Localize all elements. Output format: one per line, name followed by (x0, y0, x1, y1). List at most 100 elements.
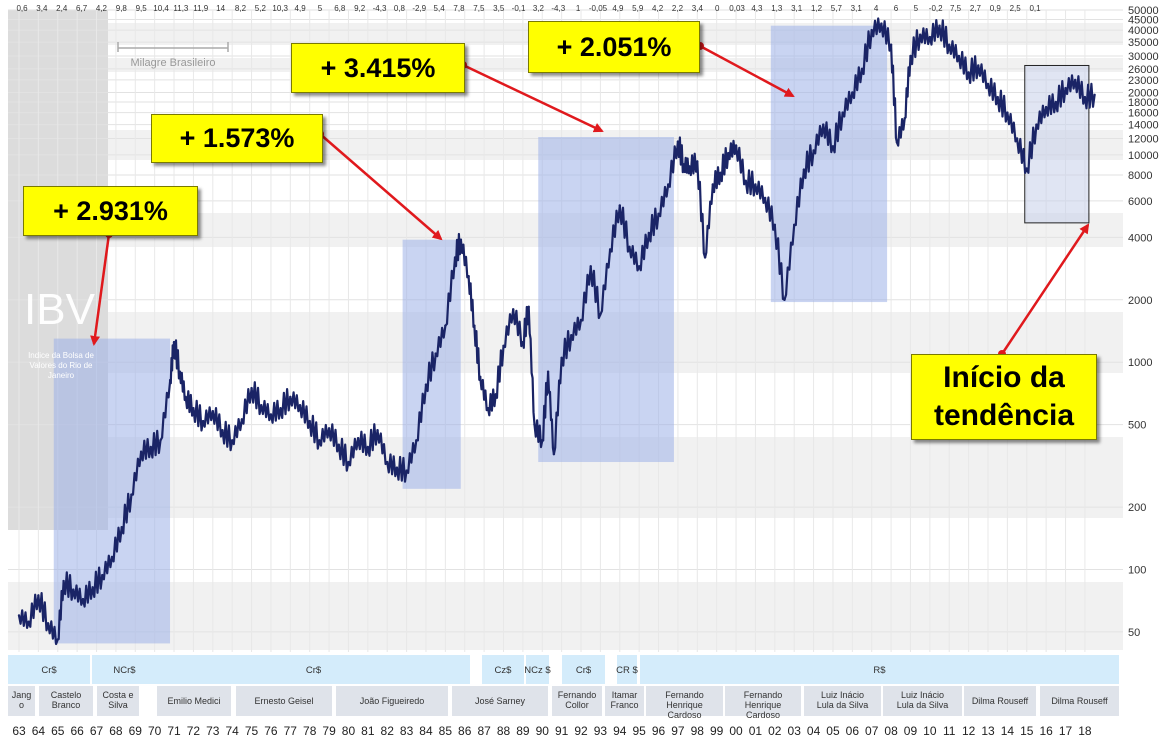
currency-cell (157, 655, 470, 684)
callout-2931: + 2.931% (23, 186, 198, 236)
x-tick-label: 88 (497, 724, 511, 738)
x-tick-label: 68 (109, 724, 123, 738)
price-point (356, 436, 360, 440)
rally-highlight (770, 25, 888, 303)
price-point (502, 344, 505, 347)
x-tick-label: 82 (381, 724, 395, 738)
x-tick-label: 98 (691, 724, 705, 738)
y-tick-label: 16000 (1128, 108, 1159, 120)
price-point (279, 406, 282, 410)
x-tick-label: 64 (32, 724, 46, 738)
x-tick-label: 90 (536, 724, 550, 738)
top-value-label: 3,1 (851, 4, 863, 13)
president-label: João Figueiredo (360, 696, 425, 706)
top-value-label: 5,9 (632, 4, 644, 13)
top-value-label: -4,3 (551, 4, 565, 13)
arrow-line (699, 44, 795, 98)
price-point (230, 439, 234, 442)
price-point (289, 395, 292, 399)
price-point (17, 614, 21, 617)
top-value-label: 0,03 (729, 4, 745, 13)
x-tick-label: 92 (574, 724, 588, 738)
y-tick-label: 18000 (1128, 97, 1159, 109)
top-value-label: 3,5 (493, 4, 505, 13)
president-label: Fernando Henrique Cardoso (744, 690, 783, 720)
price-point (841, 111, 844, 114)
x-tick-label: 16 (1039, 724, 1053, 738)
price-point (719, 171, 722, 174)
x-tick-label: 03 (788, 724, 802, 738)
top-value-label: 2,5 (1010, 4, 1022, 13)
top-value-label: 5,2 (255, 4, 267, 13)
price-point (486, 406, 490, 410)
president-cell (646, 686, 723, 716)
price-point (637, 265, 641, 268)
x-tick-label: 96 (652, 724, 666, 738)
top-value-label: 6 (894, 4, 899, 13)
price-point (172, 340, 176, 344)
price-point (192, 406, 195, 410)
price-point (802, 168, 806, 171)
top-value-label: -0,1 (512, 4, 526, 13)
top-value-label: 3,4 (36, 4, 48, 13)
y-tick-label: 500 (1128, 420, 1146, 432)
president-cell (236, 686, 332, 716)
top-value-label: 0 (715, 4, 720, 13)
price-point (831, 145, 835, 148)
price-point (159, 439, 162, 442)
top-value-label: 5 (914, 4, 919, 13)
price-point (149, 445, 152, 449)
x-tick-label: 63 (12, 724, 26, 738)
president-label: Fernando Henrique Cardoso (665, 690, 704, 720)
price-point (453, 256, 457, 259)
y-tick-label: 45000 (1128, 14, 1159, 26)
y-tick-label: 100 (1128, 565, 1146, 577)
x-tick-label: 14 (1001, 724, 1015, 738)
top-value-label: 4,2 (96, 4, 108, 13)
currency-cell (640, 655, 1119, 684)
price-point (250, 386, 253, 390)
price-point (688, 165, 691, 168)
top-value-label: -2,9 (412, 4, 426, 13)
rally-highlight (538, 136, 674, 463)
top-value-label: 4,3 (751, 4, 763, 13)
price-point (395, 466, 399, 469)
top-value-label: -0,05 (589, 4, 608, 13)
price-point (773, 223, 777, 227)
price-point (618, 204, 621, 207)
y-tick-label: 20000 (1128, 87, 1159, 99)
price-point (928, 35, 932, 39)
price-point (1015, 137, 1019, 140)
president-cell (452, 686, 548, 716)
president-cell (1040, 686, 1119, 716)
top-value-label: 7,8 (453, 4, 465, 13)
price-point (647, 231, 651, 235)
milagre-bracket (117, 42, 229, 52)
top-value-label: 5 (318, 4, 323, 13)
price-point (424, 383, 428, 386)
price-point (1074, 78, 1077, 82)
x-tick-label: 72 (187, 724, 201, 738)
price-point (880, 22, 883, 25)
currency-label: CR $ (616, 665, 638, 676)
price-point (918, 33, 922, 36)
price-point (46, 622, 50, 625)
price-point (711, 183, 715, 186)
president-cell (157, 686, 231, 716)
currency-label: NCz $ (524, 665, 551, 676)
top-value-label: 0,9 (990, 4, 1002, 13)
top-value-label: 4,9 (612, 4, 624, 13)
president-label: Itamar Franco (610, 690, 638, 710)
price-point (977, 64, 980, 67)
x-tick-label: 07 (865, 724, 879, 738)
president-cell (97, 686, 139, 716)
x-tick-label: 84 (419, 724, 433, 738)
price-point (62, 579, 65, 583)
price-point (541, 439, 544, 442)
top-value-label: 4,2 (652, 4, 664, 13)
price-point (754, 183, 757, 186)
price-point (682, 163, 685, 166)
top-value-label: 2,2 (672, 4, 684, 13)
top-value-label: 5,7 (831, 4, 843, 13)
top-value-label: 11,9 (193, 4, 209, 13)
